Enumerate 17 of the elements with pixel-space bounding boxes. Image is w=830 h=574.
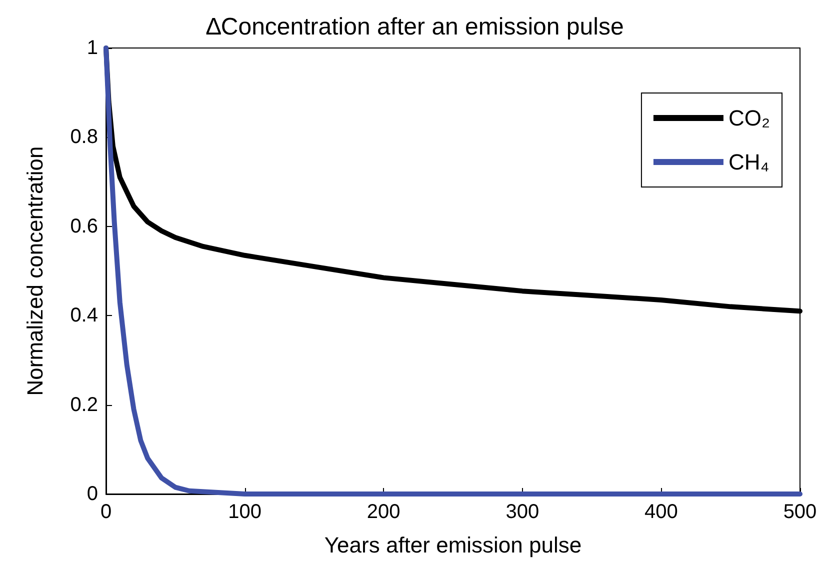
y-tick-label: 1 (86, 37, 98, 59)
x-axis-title: Years after emission pulse (324, 532, 582, 558)
y-tick-label: 0.2 (70, 394, 98, 416)
y-tick-label: 0.8 (70, 126, 98, 148)
x-tick-label: 200 (366, 501, 400, 523)
x-tick-label: 100 (228, 501, 262, 523)
x-tick-label: 400 (644, 501, 678, 523)
y-tick-label: 0 (86, 483, 98, 505)
chart-title: ∆Concentration after an emission pulse (206, 14, 624, 40)
legend-label: CO₂ (728, 106, 770, 130)
x-tick-label: 500 (783, 501, 817, 523)
x-tick-label: 300 (506, 501, 540, 523)
x-tick-label: 0 (100, 501, 112, 523)
y-tick-label: 0.4 (70, 304, 98, 327)
legend-label: CH₄ (728, 150, 770, 174)
y-tick-label: 0.6 (70, 215, 98, 238)
y-axis-title: Normalized concentration (22, 146, 48, 396)
